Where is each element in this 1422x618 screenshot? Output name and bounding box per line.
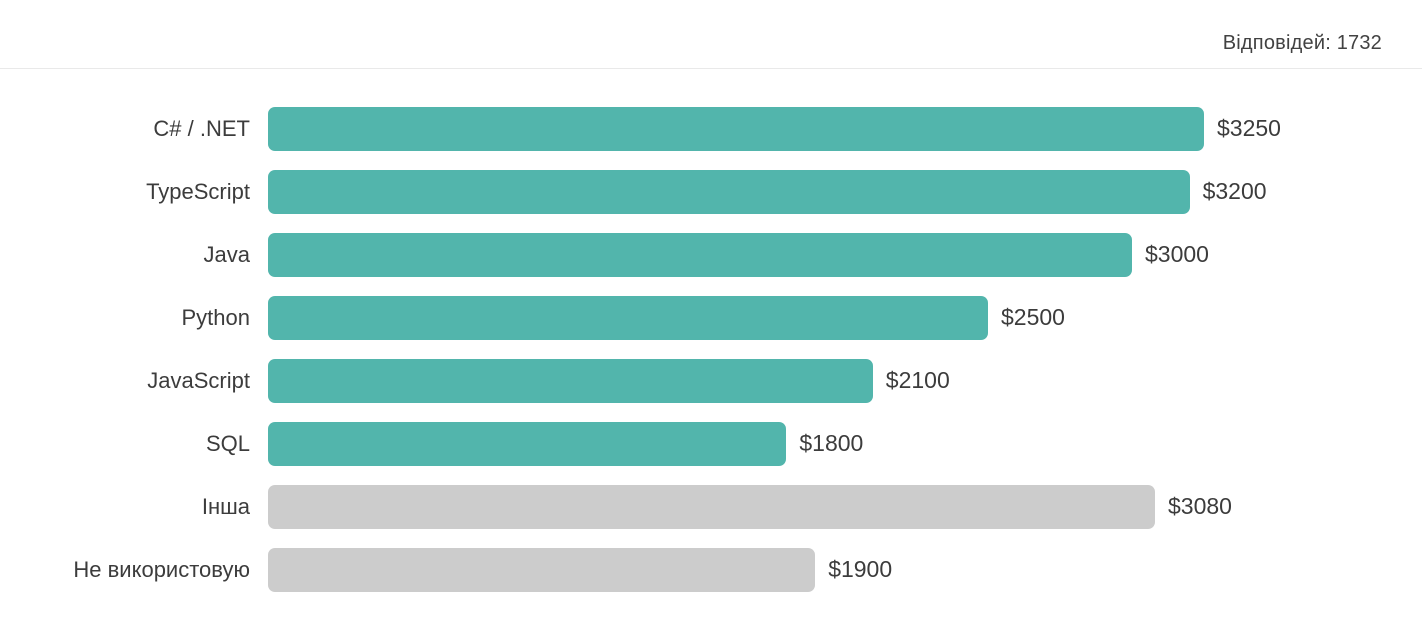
category-label: Java <box>203 241 250 267</box>
bar <box>268 421 787 466</box>
chart-row: TypeScript $3200 <box>0 160 1422 223</box>
bar <box>268 295 988 340</box>
chart-row: Інша $3080 <box>0 475 1422 538</box>
chart-row: Не використовую $1900 <box>0 538 1422 601</box>
category-label: JavaScript <box>147 367 250 393</box>
category-label: SQL <box>205 430 250 456</box>
category-label: Не використовую <box>73 556 250 582</box>
chart-header: Відповідей: 1732 <box>0 0 1422 69</box>
category-label: Інша <box>201 493 250 519</box>
value-label: $3250 <box>1217 115 1281 141</box>
bar <box>268 484 1155 529</box>
value-label: $2100 <box>885 367 950 393</box>
value-label: $3000 <box>1145 241 1209 267</box>
chart-row: JavaScript $2100 <box>0 349 1422 412</box>
chart-row: C# / .NET $3250 <box>0 97 1422 160</box>
category-label: Python <box>181 304 251 330</box>
chart-row: SQL $1800 <box>0 412 1422 475</box>
bar <box>268 547 816 592</box>
bar <box>268 358 873 403</box>
value-label: $1900 <box>828 556 893 582</box>
value-label: $1800 <box>799 430 864 456</box>
value-label: $3080 <box>1168 493 1232 519</box>
chart-row: Java $3000 <box>0 223 1422 286</box>
value-label: $3200 <box>1202 178 1267 204</box>
category-label: TypeScript <box>146 178 250 204</box>
value-label: $2500 <box>1001 304 1065 330</box>
salary-survey-widget: Відповідей: 1732 C# / .NET $3250 TypeScrip… <box>0 0 1422 601</box>
bar <box>268 232 1132 277</box>
horizontal-bar-chart: C# / .NET $3250 TypeScript $3200 Java $3000 Py… <box>0 69 1422 601</box>
bar <box>268 106 1204 151</box>
bar <box>268 169 1190 214</box>
chart-row: Python $2500 <box>0 286 1422 349</box>
responses-count: Відповідей: 1732 <box>1222 32 1382 54</box>
category-label: C# / .NET <box>153 115 250 141</box>
